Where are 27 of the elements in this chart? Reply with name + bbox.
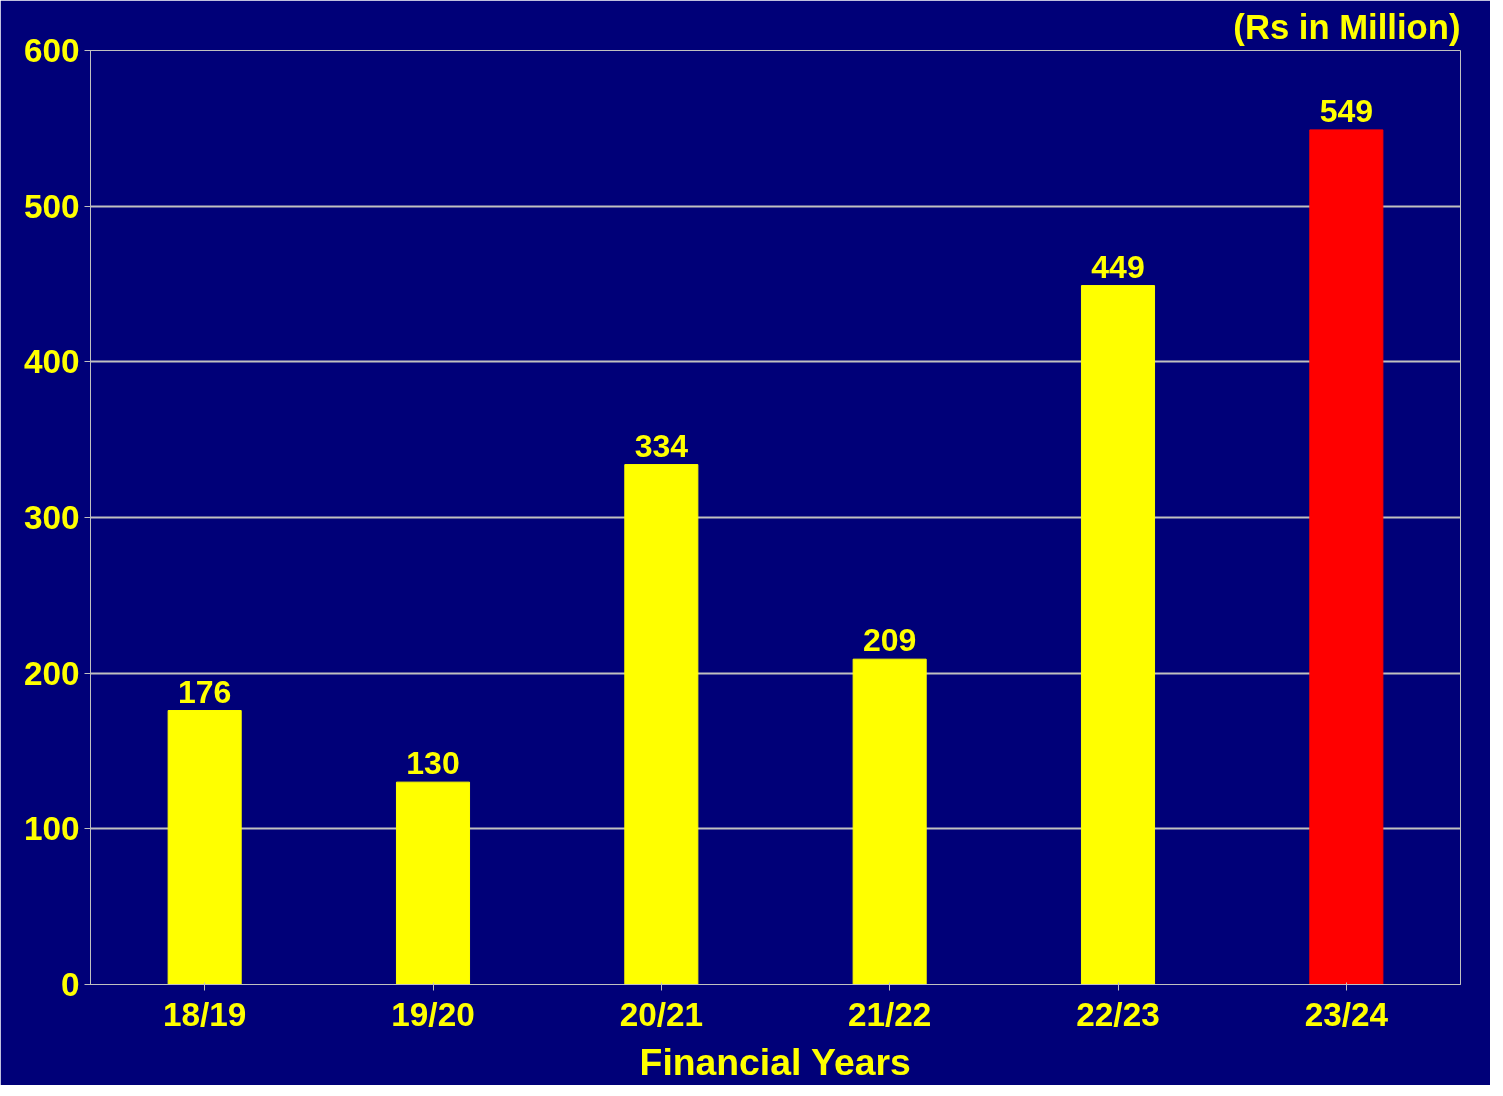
data-label: 334	[634, 427, 689, 464]
bar	[395, 781, 471, 985]
x-tick-label: 22/23	[1076, 995, 1160, 1033]
bar	[167, 710, 242, 985]
data-label: 130	[406, 745, 460, 782]
x-tick-label: 20/21	[619, 995, 704, 1033]
bar	[1309, 129, 1384, 985]
x-tick-label: 23/24	[1304, 995, 1389, 1033]
y-tick-label: 100	[23, 810, 80, 848]
data-label: 449	[1091, 248, 1145, 285]
x-axis-title: Financial Years	[639, 1040, 911, 1083]
y-tick-label: 0	[60, 966, 80, 1003]
data-label: 549	[1319, 92, 1374, 129]
bar	[1080, 285, 1156, 985]
y-tick-label: 600	[23, 32, 80, 69]
x-tick-label: 19/20	[391, 995, 475, 1033]
y-tick-label: 400	[23, 343, 80, 381]
bar	[624, 464, 699, 985]
data-label: 176	[177, 673, 232, 710]
x-tick-label: 21/22	[847, 995, 932, 1033]
data-label: 209	[862, 622, 917, 659]
y-tick-label: 500	[23, 187, 80, 225]
y-tick-label: 200	[23, 654, 80, 692]
bar	[852, 658, 927, 985]
y-tick-label: 300	[23, 499, 80, 536]
x-tick-label: 18/19	[162, 995, 247, 1033]
chart-title: (Rs in Million)	[1233, 7, 1461, 46]
